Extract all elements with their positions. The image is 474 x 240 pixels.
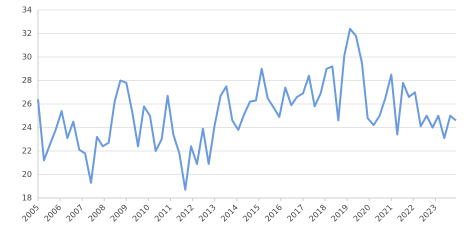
x-tick-label: 2021 [374, 203, 395, 224]
x-tick-label: 2005 [20, 203, 41, 224]
x-tick-label: 2006 [43, 203, 64, 224]
y-tick-label: 18 [22, 194, 32, 203]
y-tick-label: 26 [22, 100, 32, 109]
x-tick-label: 2014 [219, 203, 240, 224]
x-tick-label: 2011 [153, 203, 174, 224]
y-tick-label: 20 [22, 170, 32, 179]
x-tick-label: 2019 [330, 203, 351, 224]
y-tick-label: 28 [22, 76, 32, 85]
x-tick-label: 2023 [418, 203, 439, 224]
x-tick-label: 2013 [197, 203, 218, 224]
x-tick-label: 2017 [285, 203, 306, 224]
x-tick-label: 2012 [175, 203, 196, 224]
y-tick-label: 32 [22, 29, 32, 38]
x-tick-label: 2008 [87, 203, 108, 224]
line [37, 27, 457, 191]
x-tick-label: 2020 [352, 203, 373, 224]
x-tick-label: 2018 [307, 203, 328, 224]
y-tick-label: 24 [22, 123, 32, 132]
y-tick-label: 22 [22, 147, 32, 156]
x-tick-label: 2022 [396, 203, 417, 224]
x-tick-label: 2015 [241, 203, 262, 224]
x-tick-label: 2010 [131, 203, 152, 224]
y-tick-label: 30 [22, 53, 32, 62]
y-tick-label: 34 [22, 6, 32, 15]
x-tick-label: 2016 [263, 203, 284, 224]
x-tick-label: 2009 [109, 203, 130, 224]
x-tick-label: 2007 [65, 203, 86, 224]
